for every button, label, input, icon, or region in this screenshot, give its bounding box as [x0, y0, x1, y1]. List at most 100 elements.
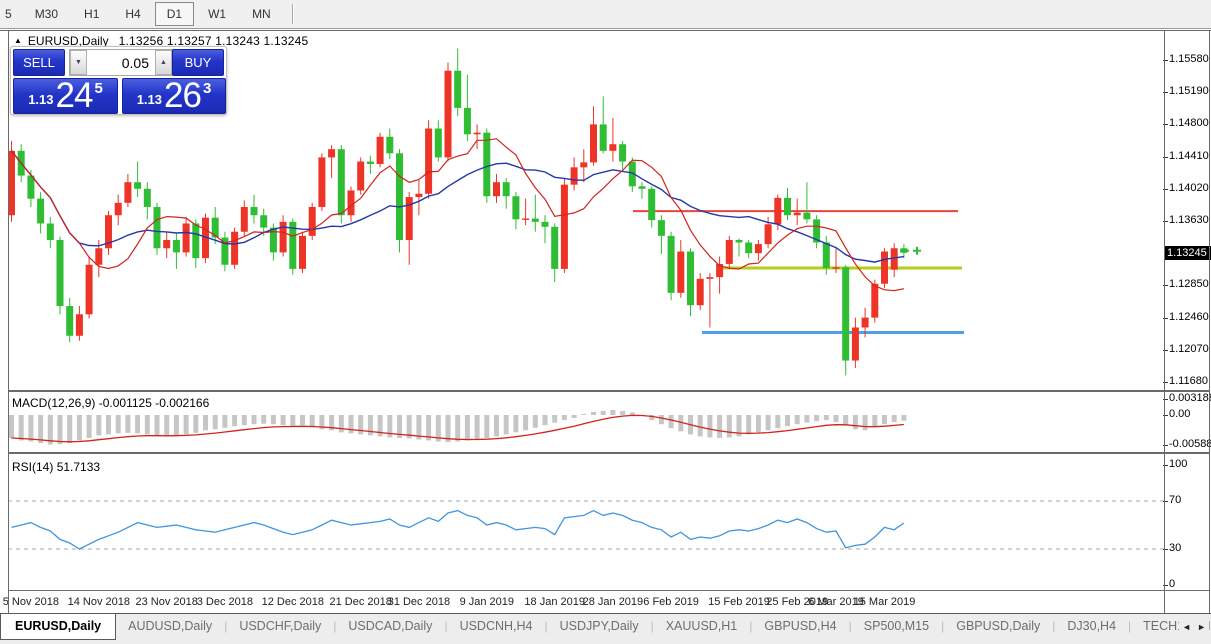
price-axis-tick: 1.13630	[1169, 214, 1209, 226]
price-axis-tick: 1.12460	[1169, 310, 1209, 323]
chart-tab-audusd-daily[interactable]: AUDUSD,Daily	[128, 619, 213, 633]
chart-tab-xauusd-h1[interactable]: XAUUSD,H1	[665, 619, 738, 633]
tab-divider: |	[544, 619, 548, 633]
tab-divider: |	[333, 619, 337, 633]
rsi-levels	[8, 500, 1164, 550]
price-axis-tick-tick	[1163, 285, 1168, 287]
timeframe-toolbar: 5 M30 H1 H4 D1 W1 MN	[0, 0, 1211, 29]
toolbar-separator	[291, 4, 293, 24]
rsi-axis-tick: 30	[1169, 542, 1182, 554]
date-axis-divider	[8, 590, 1210, 591]
chart-symbol-period: EURUSD,Daily	[27, 34, 109, 48]
window-top-border	[0, 30, 1211, 31]
price-axis-tick: 1.14410	[1169, 149, 1209, 162]
macd-label: MACD(12,26,9) -0.001125 -0.002166	[12, 396, 210, 410]
collapse-triangle-icon[interactable]: ▲	[14, 35, 22, 45]
chart-tab-eurusd-daily[interactable]: EURUSD,Daily	[0, 614, 117, 640]
chart-tab-usdcad-daily[interactable]: USDCAD,Daily	[348, 619, 433, 633]
chart-tab-usdchf-daily[interactable]: USDCHF,Daily	[239, 619, 322, 633]
sell-button[interactable]: SELL	[13, 49, 65, 76]
tab-divider: |	[1128, 619, 1132, 633]
chart-tab-sp500-m15[interactable]: SP500,M15	[863, 619, 930, 633]
tab-divider: |	[650, 619, 654, 633]
price-axis-tick-tick	[1163, 92, 1168, 94]
price-axis-tick: 1.14800	[1169, 117, 1209, 130]
date-label: 14 Nov 2018	[67, 596, 130, 608]
volume-decrease-button[interactable]: ▼	[70, 50, 87, 75]
price-axis-tick-tick	[1163, 221, 1168, 222]
chart-tab-gbpusd-h4[interactable]: GBPUSD,H4	[764, 619, 837, 633]
date-label: 15 Mar 2019	[853, 596, 916, 608]
tab-divider: |	[444, 619, 448, 633]
chevron-up-icon: ▲	[160, 59, 167, 66]
buy-price-box[interactable]: 1.13 26 3	[122, 78, 226, 114]
date-label: 3 Dec 2018	[196, 596, 254, 608]
horizontal-level-lines[interactable]	[633, 210, 964, 334]
rsi-axis-tick-tick	[1163, 501, 1168, 502]
tab-scroll-left-icon[interactable]: ◄	[1182, 622, 1192, 632]
rsi-line	[11, 509, 905, 550]
timeframe-button-W1[interactable]: W1	[208, 7, 227, 21]
price-axis-tick-tick	[1163, 156, 1168, 158]
tab-divider: |	[941, 619, 945, 633]
price-axis-tick-tick	[1163, 317, 1168, 319]
volume-input[interactable]: 0.05	[87, 50, 155, 75]
price-axis-tick-tick	[1163, 188, 1168, 190]
date-label: 18 Jan 2019	[524, 596, 585, 608]
timeframe-button-H1[interactable]: H1	[84, 7, 100, 21]
buy-price-big: 26	[164, 76, 202, 115]
price-axis-divider	[1164, 30, 1165, 613]
macd-panel-splitter[interactable]	[8, 390, 1210, 392]
tab-divider: |	[1052, 619, 1056, 633]
price-axis-tick-tick	[1163, 382, 1168, 383]
tab-divider: |	[224, 619, 228, 633]
chart-tab-usdcnh-h4[interactable]: USDCNH,H4	[459, 619, 533, 633]
timeframe-button-H4[interactable]: H4	[125, 7, 141, 21]
date-label: 23 Nov 2018	[135, 596, 198, 608]
tab-divider: |	[749, 619, 753, 633]
macd-axis-tick: 0.003188	[1169, 391, 1211, 404]
date-label: 5 Nov 2018	[2, 596, 60, 608]
chart-title: ▲ EURUSD,Daily 1.13256 1.13257 1.13243 1…	[14, 34, 308, 48]
rsi-panel-splitter[interactable]	[8, 452, 1210, 454]
macd-axis-tick: -0.005889	[1169, 438, 1211, 451]
date-label: 6 Mar 2019	[808, 596, 864, 608]
chart-tab-gbpusd-daily[interactable]: GBPUSD,Daily	[956, 619, 1041, 633]
date-label: 12 Dec 2018	[261, 596, 324, 608]
rsi-axis-tick: 70	[1169, 494, 1182, 506]
price-axis-tick: 1.11680	[1169, 375, 1208, 387]
buy-button[interactable]: BUY	[172, 49, 224, 76]
macd-axis-tick: 0.00	[1169, 408, 1191, 420]
one-click-trading-panel: SELL ▼ 0.05 ▲ BUY 1.13 24 5 1.13 26 3	[10, 46, 227, 115]
price-axis-tick-tick	[1163, 349, 1168, 351]
tab-scroll-right-icon[interactable]: ►	[1197, 622, 1206, 632]
timeframe-button-M30[interactable]: M30	[34, 7, 59, 21]
sell-price-big: 24	[55, 76, 94, 115]
rsi-axis-tick-tick	[1163, 585, 1168, 586]
timeframe-button-D1[interactable]: D1	[154, 2, 195, 26]
macd-axis-tick-tick	[1163, 445, 1168, 447]
sell-price-box[interactable]: 1.13 24 5	[13, 78, 118, 114]
volume-increase-button[interactable]: ▲	[155, 50, 172, 75]
price-axis-tick: 1.12070	[1169, 342, 1209, 355]
timeframe-button-5[interactable]: 5	[5, 7, 12, 21]
price-axis-tick: 1.15190	[1169, 85, 1209, 98]
ma-fast-line	[11, 138, 905, 292]
rsi-axis-tick: 0	[1169, 578, 1176, 590]
price-axis-tick: 1.14020	[1169, 181, 1209, 194]
chart-tab-usdjpy-daily[interactable]: USDJPY,Daily	[559, 619, 639, 633]
rsi-axis-tick: 100	[1169, 458, 1188, 470]
chart-tab-dj30-h4[interactable]: DJ30,H4	[1067, 619, 1117, 633]
macd-values: -0.001125 -0.002166	[98, 396, 210, 410]
date-label: 15 Feb 2019	[708, 596, 770, 608]
rsi-axis-tick-tick	[1163, 549, 1168, 550]
sell-price-prefix: 1.13	[28, 92, 54, 107]
buy-price-sup: 3	[202, 80, 212, 97]
timeframe-button-MN[interactable]: MN	[252, 7, 271, 21]
chart-ohlc-values: 1.13256 1.13257 1.13243 1.13245	[118, 34, 309, 48]
date-label: 25 Feb 2019	[766, 596, 829, 608]
chevron-down-icon: ▼	[75, 59, 82, 66]
sell-price-sup: 5	[94, 80, 103, 97]
tab-divider: |	[848, 619, 852, 633]
